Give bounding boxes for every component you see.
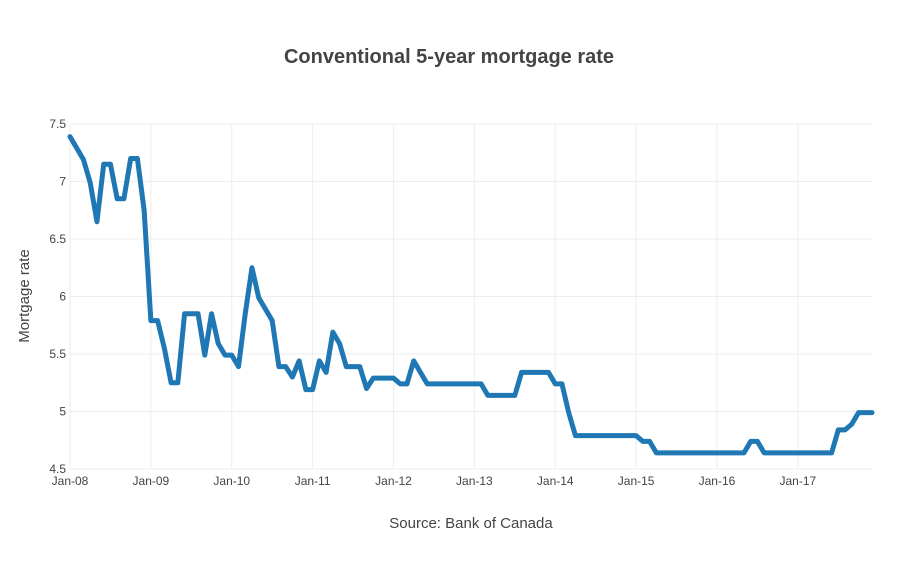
x-tick-label: Jan-16 [699,474,736,488]
y-tick-label: 6.5 [49,232,66,246]
y-tick-label: 7 [59,175,66,189]
y-axis-ticks: 4.5 5 5.5 6 6.5 7 7.5 [49,117,66,476]
x-axis-title: Source: Bank of Canada [389,515,553,532]
series-line [67,134,875,456]
x-tick-label: Jan-12 [375,474,412,488]
x-tick-label: Jan-14 [537,474,574,488]
x-tick-label: Jan-08 [52,474,89,488]
x-tick-label: Jan-15 [618,474,655,488]
y-tick-label: 5 [59,405,66,419]
x-tick-label: Jan-11 [295,474,331,488]
x-tick-label: Jan-13 [456,474,493,488]
x-axis-ticks: Jan-08 Jan-09 Jan-10 Jan-11 Jan-12 Jan-13 Jan-… [52,474,817,488]
y-tick-label: 5.5 [49,347,66,361]
x-tick-label: Jan-09 [133,474,170,488]
y-tick-label: 7.5 [49,117,66,131]
grid [69,123,872,470]
x-tick-label: Jan-10 [213,474,250,488]
chart-title: Conventional 5-year mortgage rate [284,46,614,68]
y-tick-label: 4.5 [49,462,66,476]
y-axis-title: Mortgage rate [16,249,33,342]
series-layer [67,134,875,456]
x-tick-label: Jan-17 [780,474,817,488]
y-tick-label: 6 [59,290,66,304]
